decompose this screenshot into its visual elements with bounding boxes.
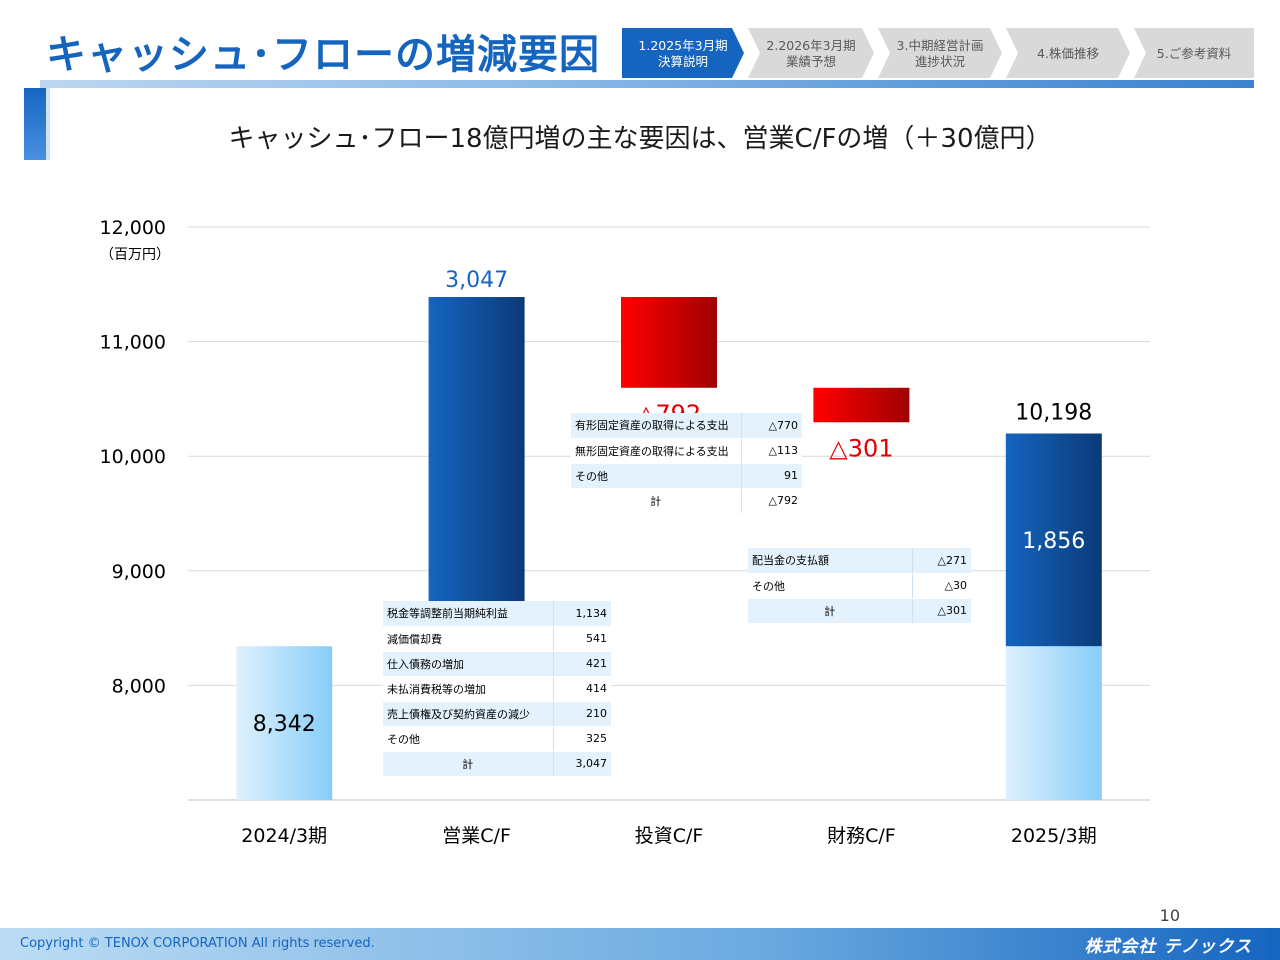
- bar-total-2025-base: [1005, 646, 1102, 800]
- tab-fy2026-forecast[interactable]: 2.2026年3月期 業績予想: [748, 28, 874, 78]
- table-cell-label: 無形固定資産の取得による支出: [571, 438, 742, 464]
- table-cell-label: 減価償却費: [383, 626, 554, 652]
- table-cell-value: △301: [912, 598, 971, 624]
- table-row-total: 計 △792: [571, 488, 802, 514]
- table-cell-value: 210: [553, 701, 611, 727]
- tab-label-line1: 1.2025年3月期: [638, 38, 728, 53]
- y-tick-label: 12,000: [100, 217, 166, 239]
- table-cell-value: △113: [741, 438, 802, 464]
- operating-cf-breakdown-table: 税金等調整前当期純利益 1,134 減価償却費 541 仕入債務の増加 421 未払消…: [383, 601, 611, 777]
- table-row-total: 計 3,047: [383, 751, 611, 777]
- table-cell-label: 有形固定資産の取得による支出: [571, 413, 742, 439]
- bar-value-label: 3,047: [445, 268, 508, 293]
- copyright-text: Copyright © TENOX CORPORATION All rights…: [20, 936, 375, 951]
- left-accent-highlight: [46, 88, 50, 160]
- bar-inner-value-label: 1,856: [1022, 529, 1085, 554]
- table-row: 無形固定資産の取得による支出 △113: [571, 438, 802, 464]
- table-row: その他 91: [571, 463, 802, 489]
- x-tick-label: 投資C/F: [635, 825, 704, 847]
- table-cell-label: 計: [383, 751, 554, 777]
- table-row-total: 計 △301: [748, 598, 971, 624]
- table-cell-label: その他: [571, 463, 742, 489]
- table-row: その他 325: [383, 726, 611, 752]
- table-row: 有形固定資産の取得による支出 △770: [571, 413, 802, 439]
- table-cell-value: △770: [741, 413, 802, 439]
- tab-label-line1: 4.株価推移: [1037, 46, 1099, 61]
- bar-investing-cf: [621, 297, 717, 388]
- tab-label-line2: 業績予想: [785, 54, 836, 69]
- table-cell-value: △792: [741, 488, 802, 514]
- company-logo: 株式会社 テノックス: [1084, 937, 1252, 957]
- table-cell-label: 売上債権及び契約資産の減少: [383, 701, 554, 727]
- tab-stock-price[interactable]: 4.株価推移: [1006, 28, 1130, 78]
- bar-value-label: 8,342: [253, 712, 316, 737]
- header-divider: [40, 80, 1254, 88]
- table-cell-value: 1,134: [553, 601, 611, 627]
- footer-bar: [0, 928, 1280, 960]
- bar-operating-cf: [428, 297, 525, 647]
- tab-midterm-plan[interactable]: 3.中期経営計画 進捗状況: [878, 28, 1002, 78]
- x-tick-label: 営業C/F: [442, 825, 511, 847]
- table-cell-label: 配当金の支払額: [748, 548, 913, 574]
- x-tick-label: 2024/3期: [241, 825, 327, 847]
- table-cell-value: 91: [741, 463, 802, 489]
- table-row: 未払消費税等の増加 414: [383, 676, 611, 702]
- table-row: その他 △30: [748, 573, 971, 599]
- table-row: 税金等調整前当期純利益 1,134: [383, 601, 611, 627]
- y-tick-label: 11,000: [100, 332, 166, 354]
- y-tick-label: 8,000: [112, 675, 166, 697]
- tab-fy2025-results[interactable]: 1.2025年3月期 決算説明: [622, 28, 744, 78]
- tab-label-line1: 2.2026年3月期: [766, 38, 856, 53]
- y-unit-label: （百万円）: [100, 247, 170, 263]
- table-cell-label: その他: [383, 726, 554, 752]
- table-cell-value: △271: [912, 548, 971, 574]
- x-tick-label: 財務C/F: [827, 825, 896, 847]
- tab-reference[interactable]: 5.ご参考資料: [1134, 28, 1254, 78]
- tab-label-line2: 決算説明: [657, 54, 708, 69]
- table-row: 配当金の支払額 △271: [748, 548, 971, 574]
- tab-label-line1: 3.中期経営計画: [896, 38, 984, 53]
- table-cell-label: 未払消費税等の増加: [383, 676, 554, 702]
- table-cell-label: 仕入債務の増加: [383, 651, 554, 677]
- waterfall-chart: 12,000 11,000 10,000 9,000 8,000 （百万円） 2024/3期…: [100, 217, 1150, 847]
- bar-total-2024: [236, 646, 333, 800]
- x-tick-label: 2025/3期: [1011, 825, 1097, 847]
- bar-total-2025-increase: [1005, 433, 1102, 647]
- financing-cf-breakdown-table: 配当金の支払額 △271 その他 △30 計 △301: [748, 548, 971, 624]
- tab-label-line1: 5.ご参考資料: [1156, 46, 1232, 61]
- bar-financing-cf: [813, 387, 910, 423]
- table-cell-value: 3,047: [553, 751, 611, 777]
- table-cell-value: 421: [553, 651, 611, 677]
- bar-value-label: △301: [829, 434, 893, 462]
- table-cell-value: 414: [553, 676, 611, 702]
- page-number: 10: [1159, 906, 1180, 925]
- slide-subtitle: キャッシュ･フロー18億円増の主な要因は、営業C/Fの増（＋30億円）: [228, 124, 1052, 154]
- y-tick-label: 9,000: [112, 561, 166, 583]
- table-row: 仕入債務の増加 421: [383, 651, 611, 677]
- page-title: キャッシュ･フローの増減要因: [46, 32, 600, 78]
- table-cell-value: 541: [553, 626, 611, 652]
- tab-label-line2: 進捗状況: [914, 54, 965, 69]
- table-row: 減価償却費 541: [383, 626, 611, 652]
- table-cell-value: 325: [553, 726, 611, 752]
- table-cell-label: 計: [571, 488, 742, 514]
- table-cell-label: その他: [748, 573, 913, 599]
- table-cell-value: △30: [912, 573, 971, 599]
- table-cell-label: 税金等調整前当期純利益: [383, 601, 554, 627]
- table-row: 売上債権及び契約資産の減少 210: [383, 701, 611, 727]
- table-cell-label: 計: [748, 598, 913, 624]
- left-accent-bar: [24, 88, 46, 160]
- investing-cf-breakdown-table: 有形固定資産の取得による支出 △770 無形固定資産の取得による支出 △113 その…: [571, 413, 802, 514]
- y-tick-label: 10,000: [100, 446, 166, 468]
- bar-value-label: 10,198: [1015, 401, 1092, 426]
